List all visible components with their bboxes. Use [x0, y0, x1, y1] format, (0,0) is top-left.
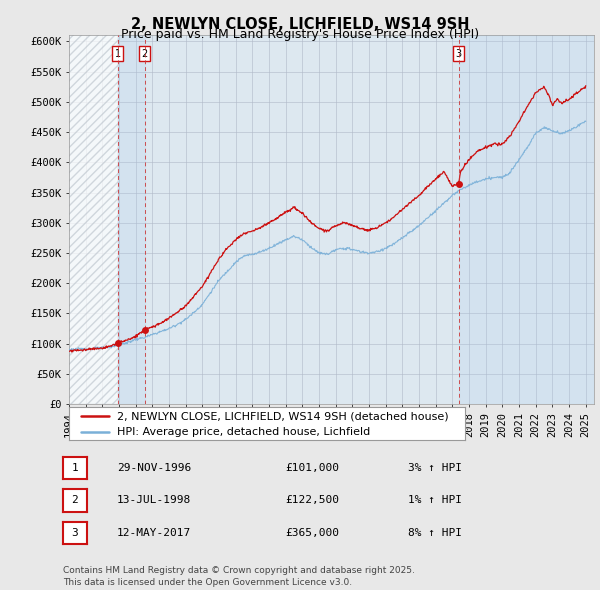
Text: 29-NOV-1996: 29-NOV-1996	[117, 463, 191, 473]
Text: 1% ↑ HPI: 1% ↑ HPI	[408, 496, 462, 505]
Text: £101,000: £101,000	[285, 463, 339, 473]
Text: 13-JUL-1998: 13-JUL-1998	[117, 496, 191, 505]
Text: 12-MAY-2017: 12-MAY-2017	[117, 528, 191, 537]
Text: £365,000: £365,000	[285, 528, 339, 537]
Text: Price paid vs. HM Land Registry's House Price Index (HPI): Price paid vs. HM Land Registry's House …	[121, 28, 479, 41]
Text: 2, NEWLYN CLOSE, LICHFIELD, WS14 9SH (detached house): 2, NEWLYN CLOSE, LICHFIELD, WS14 9SH (de…	[116, 411, 448, 421]
Text: £122,500: £122,500	[285, 496, 339, 505]
Text: 3% ↑ HPI: 3% ↑ HPI	[408, 463, 462, 473]
Text: 2: 2	[142, 48, 148, 58]
Text: 3: 3	[71, 528, 79, 537]
Text: Contains HM Land Registry data © Crown copyright and database right 2025.
This d: Contains HM Land Registry data © Crown c…	[63, 566, 415, 587]
Bar	[458, 35, 594, 404]
Text: 1: 1	[71, 463, 79, 473]
Text: 2: 2	[71, 496, 79, 505]
Bar	[145, 35, 458, 404]
Text: 2, NEWLYN CLOSE, LICHFIELD, WS14 9SH: 2, NEWLYN CLOSE, LICHFIELD, WS14 9SH	[131, 17, 469, 31]
Bar	[118, 35, 145, 404]
Text: HPI: Average price, detached house, Lichfield: HPI: Average price, detached house, Lich…	[116, 427, 370, 437]
Text: 1: 1	[115, 48, 121, 58]
Text: 3: 3	[455, 48, 461, 58]
Text: 8% ↑ HPI: 8% ↑ HPI	[408, 528, 462, 537]
